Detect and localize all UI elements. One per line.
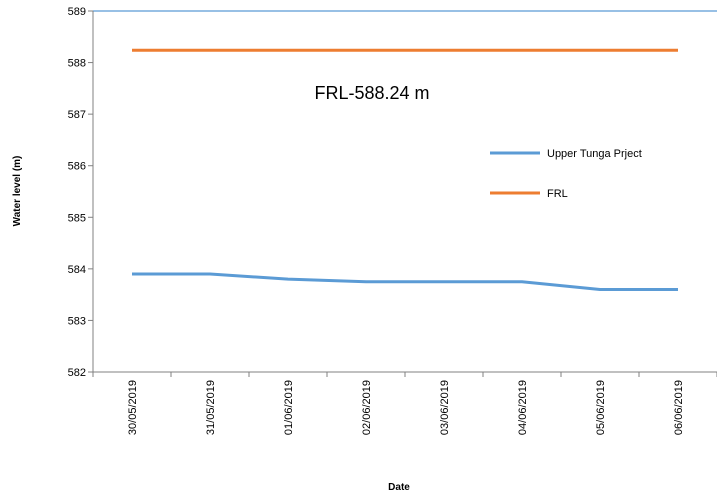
y-axis-title: Water level (m) [12, 156, 23, 227]
y-tick-group: 582 583 584 585 586 587 588 589 [68, 6, 93, 379]
x-tick-group: 30/05/2019 31/05/2019 01/06/2019 02/06/2019… [92, 372, 717, 435]
legend-label-frl: FRL [547, 188, 568, 200]
y-tick-label: 585 [68, 212, 86, 224]
y-tick-label: 586 [68, 161, 86, 173]
y-tick-label: 584 [68, 264, 86, 276]
x-tick-label: 30/05/2019 [127, 380, 139, 435]
x-axis-title: Date [388, 482, 410, 493]
series-group [132, 48, 678, 291]
legend: Upper Tunga Prject FRL [490, 148, 642, 200]
series-line-0 [132, 272, 678, 291]
y-tick-label: 588 [68, 58, 86, 70]
y-tick-label: 589 [68, 6, 86, 18]
x-tick-label: 04/06/2019 [517, 380, 529, 435]
y-tick-label: 583 [68, 315, 86, 327]
x-tick-label: 02/06/2019 [361, 380, 373, 435]
y-tick-label: 587 [68, 109, 86, 121]
frl-annotation: FRL-588.24 m [314, 83, 429, 103]
x-tick-label: 05/06/2019 [595, 380, 607, 435]
y-tick-label: 582 [68, 367, 86, 379]
x-tick-label: 31/05/2019 [205, 380, 217, 435]
x-tick-label: 01/06/2019 [283, 380, 295, 435]
x-tick-label: 06/06/2019 [673, 380, 685, 435]
legend-label-upper-tunga: Upper Tunga Prject [547, 148, 642, 160]
x-tick-label: 03/06/2019 [439, 380, 451, 435]
